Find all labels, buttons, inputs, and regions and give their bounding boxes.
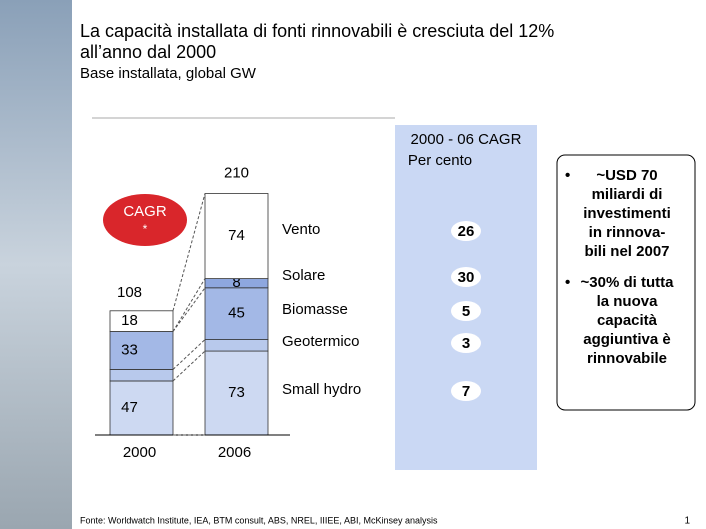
bullet-line: capacità bbox=[597, 312, 658, 329]
value-label: 18 bbox=[121, 312, 138, 329]
bullet-dot: • bbox=[565, 274, 570, 291]
title: La capacità installata di fonti rinnovab… bbox=[80, 21, 554, 41]
footer: Fonte: Worldwatch Institute, IEA, BTM co… bbox=[80, 515, 438, 525]
cagr-value: 7 bbox=[462, 383, 470, 400]
series-label: Solare bbox=[282, 267, 325, 284]
cagr-badge bbox=[451, 221, 481, 241]
bullet-line: aggiuntiva è bbox=[583, 331, 671, 348]
cagr-value: 5 bbox=[462, 303, 470, 320]
value-label: 8 bbox=[232, 274, 240, 291]
cagr-value: 30 bbox=[458, 269, 475, 286]
bar-segment bbox=[109, 331, 174, 370]
bar-segment bbox=[109, 369, 174, 382]
bullet-line: ~USD 70 bbox=[596, 167, 657, 184]
bullet-line: la nuova bbox=[597, 293, 659, 310]
bullet-line: ~30% di tutta bbox=[581, 274, 675, 291]
subtitle: Base installata, global GW bbox=[80, 65, 257, 82]
series-label: Geotermico bbox=[282, 333, 360, 350]
cagr-bubble bbox=[103, 194, 187, 246]
cagr-value: 26 bbox=[458, 223, 475, 240]
cagr-value: 3 bbox=[462, 335, 470, 352]
bar-segment bbox=[204, 350, 269, 436]
cagr-badge bbox=[451, 267, 481, 287]
bullet-line: investimenti bbox=[583, 205, 671, 222]
bullet-line: rinnovabile bbox=[587, 350, 667, 367]
value-label: 73 bbox=[228, 384, 245, 401]
bullet-box bbox=[556, 154, 696, 411]
cagr-unit: Per cento bbox=[408, 152, 472, 169]
cagr-badge bbox=[451, 333, 481, 353]
x-tick-label: 2006 bbox=[218, 444, 251, 461]
connector bbox=[172, 350, 206, 382]
cagr-bubble-label: CAGR bbox=[123, 203, 167, 220]
title: all’anno dal 2000 bbox=[80, 42, 216, 62]
value-label: 45 bbox=[228, 305, 245, 322]
value-label: 47 bbox=[121, 399, 138, 416]
series-label: Biomasse bbox=[282, 301, 348, 318]
total-label: 210 bbox=[224, 164, 249, 181]
series-label: Small hydro bbox=[282, 381, 361, 398]
value-label: 33 bbox=[121, 341, 138, 358]
bullet-line: in rinnova- bbox=[589, 224, 666, 241]
cagr-title: 2000 - 06 CAGR bbox=[411, 131, 522, 148]
cagr-panel bbox=[395, 125, 537, 470]
bar-segment bbox=[204, 193, 269, 279]
x-tick-label: 2000 bbox=[123, 444, 156, 461]
page-number: 1 bbox=[684, 516, 690, 527]
side-image bbox=[0, 0, 72, 529]
connector bbox=[172, 339, 206, 370]
cagr-badge bbox=[451, 301, 481, 321]
total-label: 108 bbox=[117, 284, 142, 301]
cagr-badge bbox=[451, 381, 481, 401]
bar-segment bbox=[204, 339, 269, 352]
bullet-line: miliardi di bbox=[592, 186, 663, 203]
bar-segment bbox=[109, 310, 174, 332]
bullet-line: bili nel 2007 bbox=[584, 243, 669, 260]
bar-segment bbox=[204, 287, 269, 340]
value-label: 74 bbox=[228, 227, 245, 244]
bullet-dot: • bbox=[565, 167, 570, 184]
connector bbox=[172, 287, 206, 332]
connector bbox=[172, 278, 206, 332]
connector bbox=[172, 193, 206, 311]
cagr-bubble-note: * bbox=[143, 222, 148, 236]
bar-segment bbox=[109, 380, 174, 436]
series-label: Vento bbox=[282, 221, 320, 238]
